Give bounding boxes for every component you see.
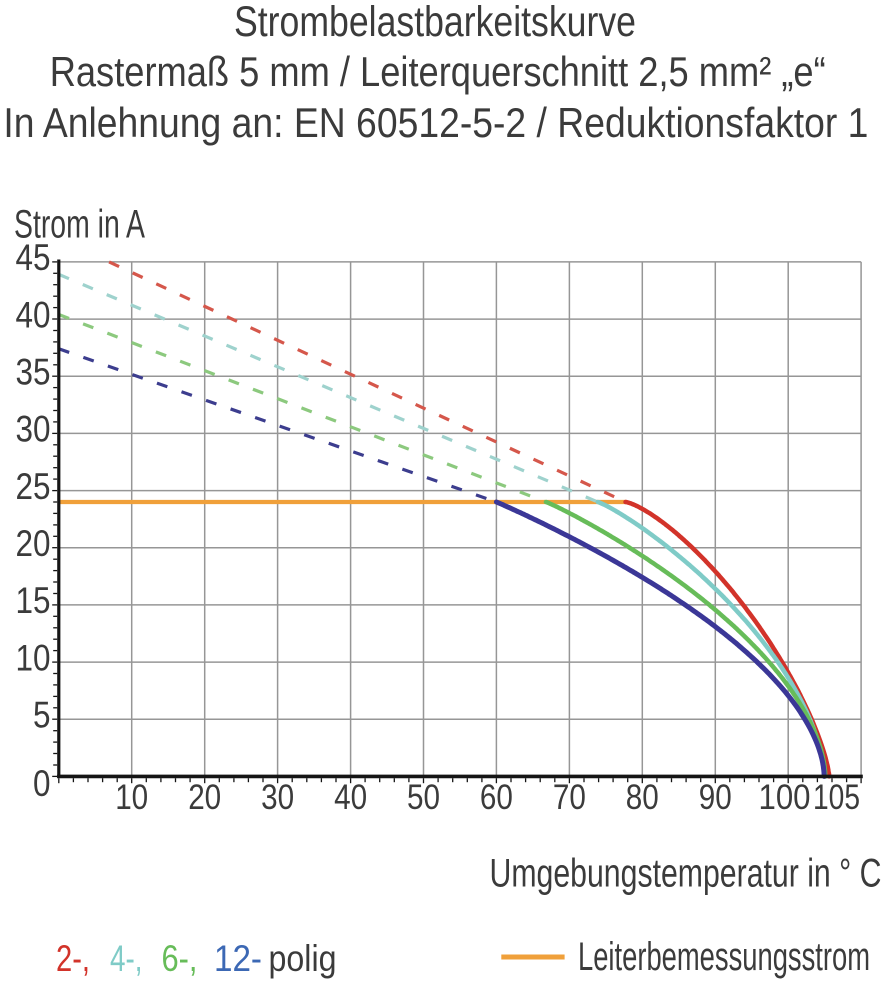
svg-text:25: 25 (16, 465, 51, 507)
svg-text:Strom in A: Strom in A (14, 203, 145, 247)
svg-text:100: 100 (759, 777, 811, 817)
svg-text:15: 15 (16, 579, 51, 621)
svg-text:105: 105 (813, 777, 860, 817)
svg-text:Strombelastbarkeitskurve: Strombelastbarkeitskurve (234, 0, 636, 45)
svg-text:40: 40 (334, 777, 367, 817)
svg-text:10: 10 (115, 777, 148, 817)
svg-text:0: 0 (33, 762, 51, 804)
svg-text:5: 5 (33, 694, 51, 736)
svg-text:30: 30 (16, 408, 51, 450)
svg-text:50: 50 (407, 777, 440, 817)
svg-text:12-: 12- (214, 938, 262, 979)
svg-text:70: 70 (553, 777, 586, 817)
svg-text:In Anlehnung an: EN 60512-5-2: In Anlehnung an: EN 60512-5-2 / Reduktio… (3, 99, 868, 146)
svg-text:30: 30 (261, 777, 294, 817)
svg-text:90: 90 (699, 777, 732, 817)
svg-text:80: 80 (626, 777, 659, 817)
svg-text:Rastermaß 5 mm / Leiterquersch: Rastermaß 5 mm / Leiterquerschnitt 2,5 m… (50, 48, 826, 95)
svg-text:Umgebungstemperatur in ° C: Umgebungstemperatur in ° C (490, 851, 882, 895)
svg-text:60: 60 (480, 777, 513, 817)
svg-text:10: 10 (16, 636, 51, 678)
svg-text:45: 45 (16, 236, 51, 278)
svg-text:2-,: 2-, (56, 938, 90, 979)
svg-text:20: 20 (188, 777, 221, 817)
svg-text:Leiterbemessungsstrom: Leiterbemessungsstrom (578, 935, 870, 979)
svg-text:polig: polig (269, 938, 337, 979)
svg-text:40: 40 (16, 293, 51, 335)
svg-text:4-,: 4-, (110, 938, 143, 979)
svg-text:35: 35 (16, 351, 51, 393)
svg-text:6-,: 6-, (162, 938, 198, 979)
svg-text:20: 20 (16, 522, 51, 564)
